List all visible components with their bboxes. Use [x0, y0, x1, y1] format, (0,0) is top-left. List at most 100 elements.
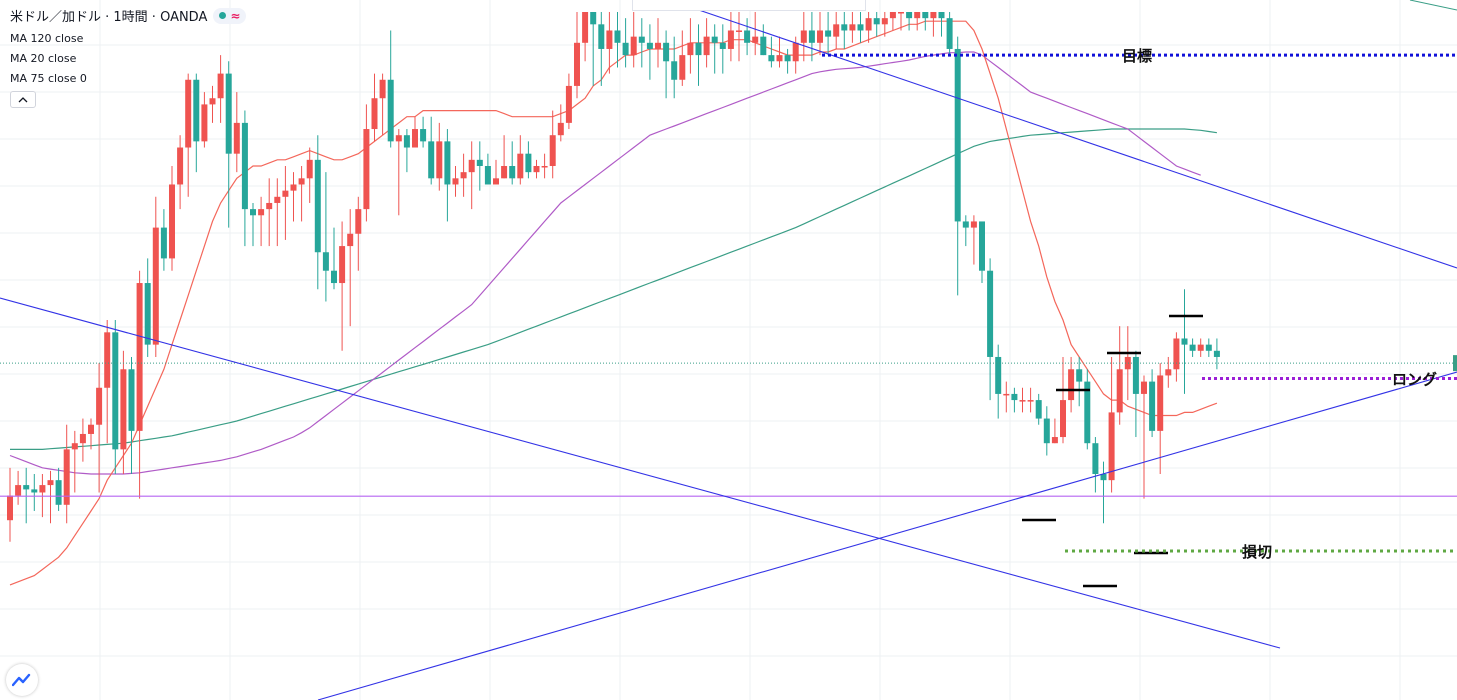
- candle-body: [922, 12, 929, 19]
- candle-body: [808, 30, 815, 43]
- candle-body: [493, 178, 499, 185]
- candle-body: [258, 209, 265, 216]
- candle-body: [881, 18, 888, 25]
- symbol-title: 米ドル／加ドル · 1時間 · OANDA: [10, 10, 208, 25]
- market-status-pill[interactable]: ≈: [213, 7, 247, 24]
- wave-icon: ≈: [230, 8, 241, 23]
- candle-body: [557, 122, 564, 136]
- candle-body: [1035, 400, 1042, 419]
- indicator-ma120[interactable]: MA 120 close: [10, 32, 84, 45]
- candle-body: [711, 36, 718, 43]
- candle-body: [800, 30, 807, 43]
- candle-body: [1108, 412, 1115, 481]
- candle-body: [371, 98, 378, 130]
- candle-body: [79, 433, 86, 444]
- candle-body: [233, 122, 240, 154]
- candle-body: [403, 135, 410, 148]
- candle-body: [1084, 381, 1091, 444]
- downtrend-line-lower[interactable]: [0, 297, 1281, 649]
- stop-line-label: 損切: [1242, 543, 1272, 561]
- candle-body: [541, 166, 548, 168]
- candle-body: [914, 12, 921, 19]
- candle-body: [444, 141, 451, 185]
- candle-body: [241, 122, 248, 210]
- candle-body: [1165, 369, 1172, 376]
- candle-body: [7, 495, 13, 521]
- candle-body: [1003, 393, 1010, 396]
- candle-body: [695, 42, 702, 56]
- candle-body: [930, 12, 937, 19]
- chart-legend: 米ドル／加ドル · 1時間 · OANDA ≈ MA 120 close MA …: [10, 6, 247, 108]
- moving-average-lines: [9, 20, 1218, 586]
- candle-body: [136, 283, 143, 431]
- indicator-ma20[interactable]: MA 20 close: [10, 52, 77, 65]
- candle-body: [962, 221, 969, 228]
- candle-body: [946, 18, 953, 49]
- candle-body: [898, 12, 904, 14]
- candle-body: [817, 30, 823, 43]
- candle-body: [1213, 350, 1220, 357]
- candle-body: [1189, 344, 1196, 351]
- top-tooltip-box: [632, 0, 866, 11]
- candle-body: [1011, 393, 1018, 401]
- candle-body: [509, 166, 516, 179]
- candle-body: [865, 18, 872, 31]
- candle-body: [727, 30, 734, 49]
- candle-body: [825, 30, 832, 37]
- candle-body: [23, 485, 30, 490]
- candle-body: [776, 55, 783, 62]
- candle-body: [849, 24, 856, 31]
- candle-body: [833, 24, 840, 37]
- candle-body: [646, 42, 653, 49]
- candle-body: [582, 12, 589, 43]
- candle-body: [792, 42, 799, 62]
- candle-body: [1043, 418, 1050, 444]
- uptrend-line[interactable]: [317, 371, 1457, 700]
- candle-body: [363, 129, 370, 210]
- candle-body: [630, 36, 637, 56]
- candle-body: [655, 42, 661, 49]
- ma-edge-line: [1409, 0, 1457, 11]
- candle-body: [379, 79, 386, 99]
- candle-body: [679, 55, 686, 80]
- candle-body: [1100, 474, 1107, 481]
- candle-body: [671, 61, 678, 80]
- tradingview-logo[interactable]: [6, 664, 38, 696]
- tradingview-logo-icon: [12, 673, 31, 687]
- price-axis-marker: [1453, 355, 1457, 372]
- candle-body: [760, 36, 767, 56]
- candle-body: [719, 42, 726, 49]
- candle-body: [274, 196, 281, 203]
- candle-body: [590, 12, 597, 25]
- collapse-legend-button[interactable]: [10, 91, 36, 108]
- candle-body: [55, 480, 62, 505]
- candles-group: [7, 12, 1220, 542]
- candle-body: [476, 159, 483, 166]
- candle-body: [31, 489, 38, 493]
- candle-body: [71, 443, 78, 450]
- candle-body: [622, 42, 629, 56]
- target-line-label: 目標: [1122, 47, 1152, 65]
- candle-body: [201, 104, 208, 142]
- candle-body: [533, 166, 540, 173]
- candle-body: [322, 252, 329, 271]
- chevron-up-icon: [18, 96, 28, 102]
- candle-body: [954, 48, 961, 222]
- candle-body: [663, 42, 670, 62]
- candle-body: [160, 227, 167, 259]
- candle-body: [784, 55, 791, 62]
- candle-body: [1141, 381, 1147, 394]
- candle-body: [177, 147, 184, 185]
- candle-body: [736, 30, 742, 32]
- candle-body: [428, 141, 435, 179]
- legend-title-row: 米ドル／加ドル · 1時間 · OANDA ≈: [10, 6, 247, 25]
- indicator-ma75[interactable]: MA 75 close 0: [10, 72, 87, 85]
- candle-body: [1157, 375, 1164, 431]
- candle-body: [460, 172, 467, 179]
- candle-body: [104, 332, 111, 388]
- downtrend-line-upper[interactable]: [640, 0, 1457, 269]
- candle-body: [1060, 400, 1066, 438]
